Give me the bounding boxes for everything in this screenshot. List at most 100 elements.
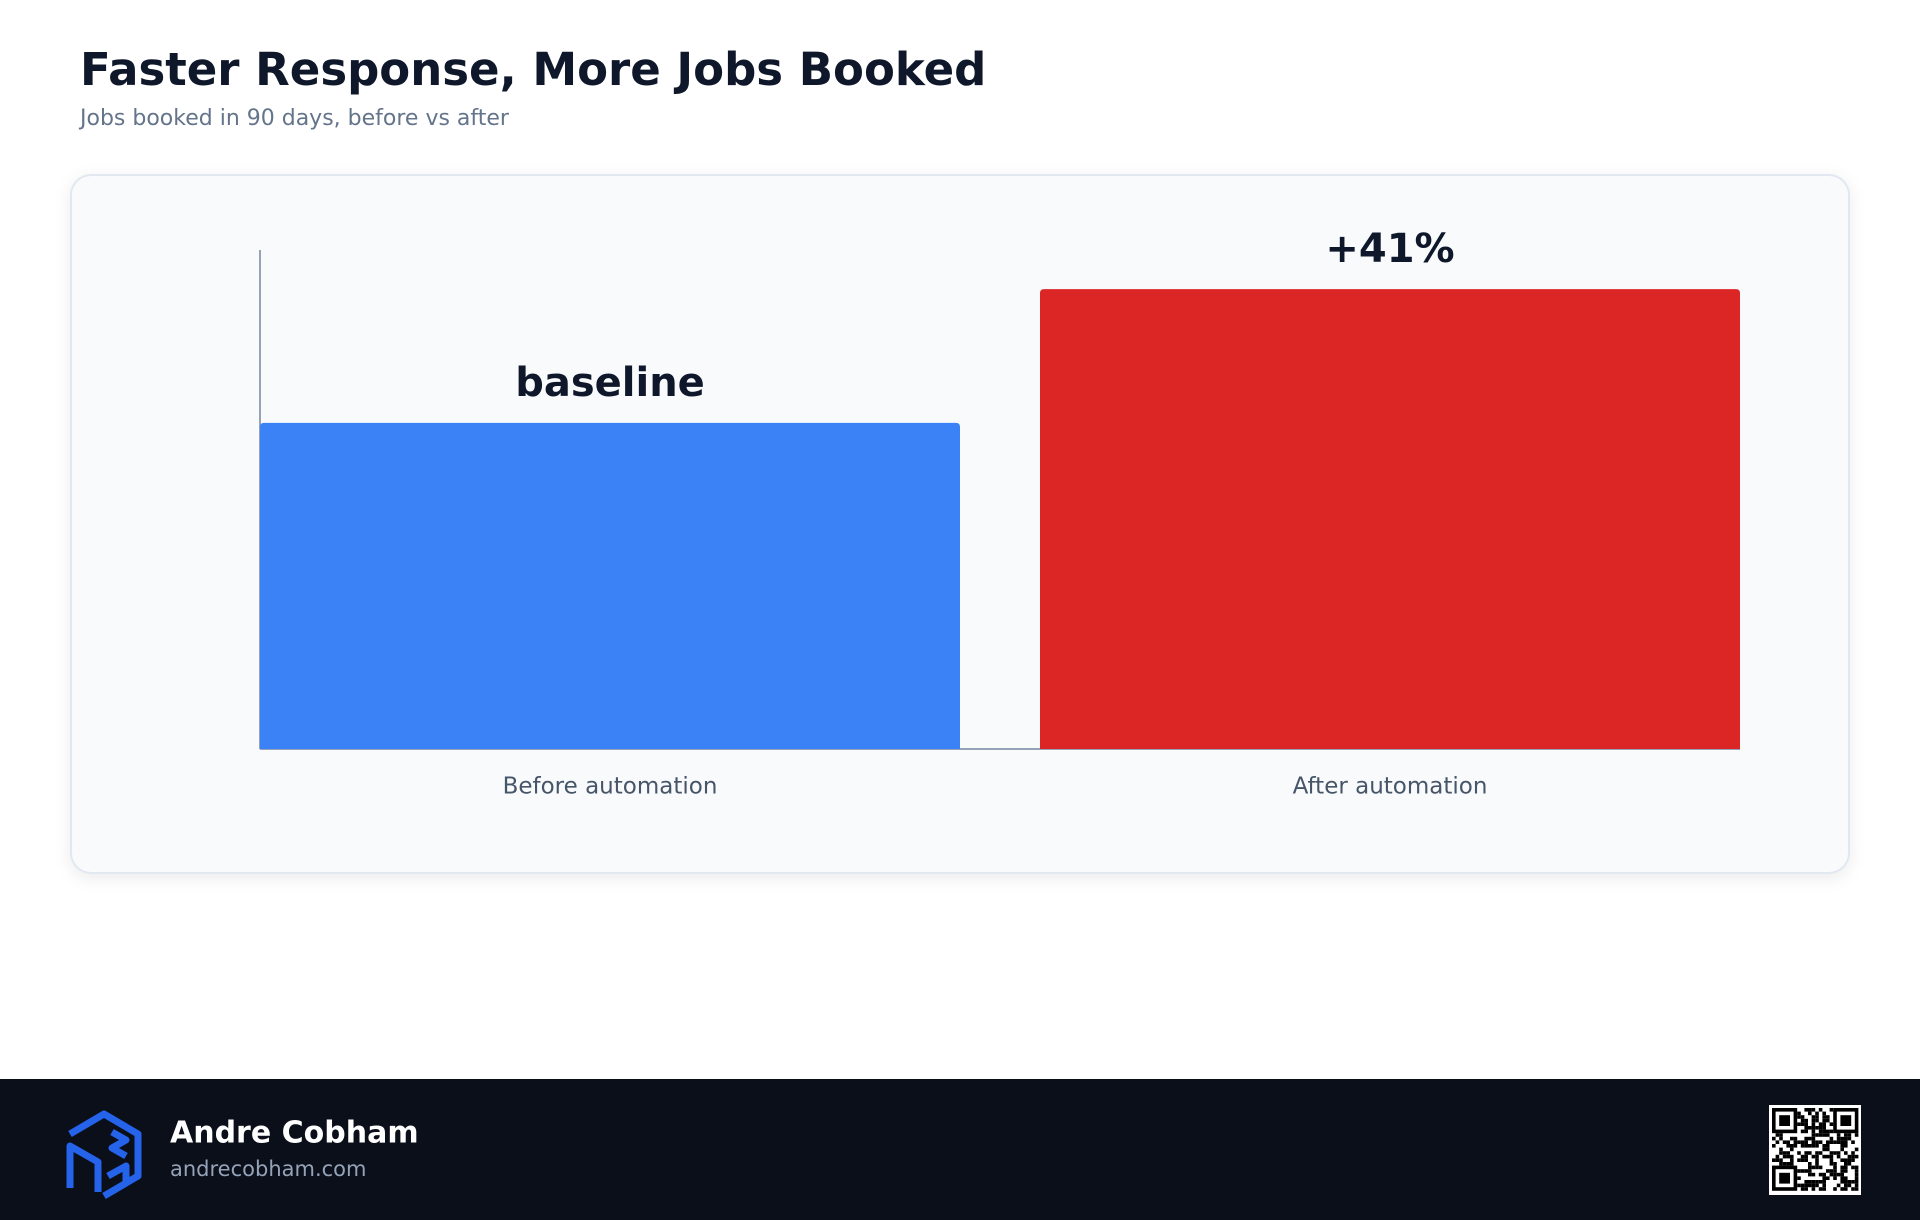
qr-module <box>1822 1144 1826 1148</box>
qr-module <box>1797 1122 1801 1126</box>
qr-module <box>1811 1133 1816 1137</box>
qr-module <box>1844 1162 1848 1166</box>
qr-module <box>1815 1133 1819 1137</box>
qr-module <box>1815 1126 1819 1130</box>
qr-module <box>1829 1172 1834 1177</box>
qr-module <box>1772 1144 1776 1148</box>
qr-module <box>1800 1154 1805 1159</box>
qr-module <box>1844 1158 1848 1162</box>
qr-module <box>1844 1176 1848 1180</box>
qr-module <box>1822 1154 1826 1159</box>
value-label: +41% <box>1325 226 1454 272</box>
qr-module <box>1826 1129 1830 1134</box>
qr-module <box>1840 1176 1844 1180</box>
qr-finder <box>1772 1108 1798 1134</box>
qr-module <box>1844 1187 1848 1191</box>
qr-module <box>1822 1133 1826 1137</box>
qr-module <box>1804 1136 1808 1141</box>
qr-module <box>1847 1133 1852 1137</box>
qr-module <box>1808 1172 1812 1177</box>
qr-module <box>1822 1126 1826 1130</box>
qr-module <box>1775 1154 1780 1159</box>
qr-module <box>1772 1136 1776 1141</box>
qr-module <box>1833 1176 1837 1180</box>
qr-module <box>1815 1162 1819 1166</box>
qr-module <box>1854 1187 1859 1191</box>
qr-module <box>1833 1172 1837 1177</box>
qr-module <box>1815 1151 1819 1155</box>
qr-module <box>1800 1118 1805 1123</box>
qr-module <box>1822 1111 1826 1116</box>
qr-module <box>1797 1183 1801 1188</box>
qr-module <box>1808 1136 1812 1141</box>
qr-module <box>1840 1158 1844 1162</box>
qr-module <box>1818 1129 1823 1134</box>
qr-module <box>1804 1183 1808 1188</box>
qr-module <box>1826 1147 1830 1152</box>
qr-module <box>1851 1187 1855 1191</box>
qr-module <box>1854 1169 1859 1173</box>
qr-module <box>1786 1144 1790 1148</box>
qr-module <box>1847 1183 1852 1188</box>
qr-module <box>1829 1162 1834 1166</box>
qr-module <box>1797 1115 1801 1119</box>
qr-module <box>1797 1158 1801 1162</box>
qr-module <box>1779 1158 1783 1162</box>
qr-module <box>1833 1140 1837 1144</box>
qr-module <box>1826 1118 1830 1123</box>
qr-module <box>1811 1144 1816 1148</box>
qr-module <box>1800 1144 1805 1148</box>
qr-module <box>1826 1115 1830 1119</box>
qr-module <box>1829 1140 1834 1144</box>
x-tick-label: After automation <box>1293 774 1488 800</box>
qr-module <box>1833 1162 1837 1166</box>
qr-module <box>1800 1187 1805 1191</box>
qr-module <box>1800 1140 1805 1144</box>
qr-module <box>1854 1176 1859 1180</box>
qr-module <box>1811 1136 1816 1141</box>
qr-module <box>1847 1162 1852 1166</box>
qr-module <box>1811 1129 1816 1134</box>
qr-module <box>1818 1151 1823 1155</box>
qr-module <box>1808 1183 1812 1188</box>
qr-module <box>1804 1126 1808 1130</box>
qr-module <box>1836 1136 1841 1141</box>
qr-module <box>1790 1136 1794 1141</box>
qr-module <box>1818 1133 1823 1137</box>
qr-module <box>1815 1118 1819 1123</box>
qr-module <box>1815 1115 1819 1119</box>
qr-module <box>1844 1169 1848 1173</box>
chart-subtitle: Jobs booked in 90 days, before vs after <box>78 106 510 131</box>
qr-module <box>1811 1108 1816 1112</box>
qr-module <box>1811 1187 1816 1191</box>
qr-module <box>1782 1151 1787 1155</box>
qr-module <box>1836 1151 1841 1155</box>
qr-module <box>1822 1129 1826 1134</box>
qr-module <box>1811 1115 1816 1119</box>
qr-module <box>1822 1176 1826 1180</box>
qr-module <box>1797 1151 1801 1155</box>
qr-module <box>1822 1147 1826 1152</box>
qr-module <box>1844 1151 1848 1155</box>
qr-module <box>1826 1176 1830 1180</box>
qr-module <box>1829 1122 1834 1126</box>
qr-module <box>1804 1129 1808 1134</box>
qr-module <box>1840 1147 1844 1152</box>
qr-module <box>1854 1180 1859 1184</box>
qr-module <box>1851 1151 1855 1155</box>
qr-module <box>1851 1180 1855 1184</box>
footer-url: andrecobham.com <box>170 1157 367 1181</box>
qr-module <box>1808 1108 1812 1112</box>
qr-module <box>1800 1115 1805 1119</box>
qr-module <box>1844 1144 1848 1148</box>
qr-module <box>1793 1136 1798 1141</box>
qr-module <box>1822 1118 1826 1123</box>
qr-module <box>1847 1180 1852 1184</box>
qr-module <box>1815 1180 1819 1184</box>
qr-module <box>1797 1111 1801 1116</box>
qr-module <box>1790 1154 1794 1159</box>
qr-module <box>1829 1108 1834 1112</box>
qr-module <box>1772 1158 1776 1162</box>
